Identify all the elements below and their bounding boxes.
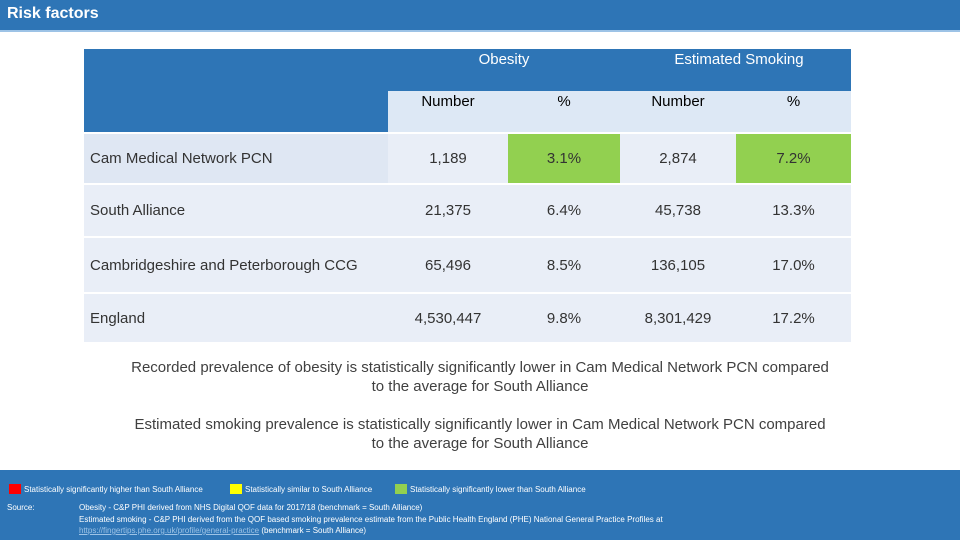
- obesity-number: 1,189: [429, 150, 467, 167]
- row-label: South Alliance: [90, 202, 186, 219]
- smoking-group-header: Estimated Smoking: [674, 51, 804, 68]
- title-bar: Risk factors: [0, 0, 960, 32]
- source-link-line: https://fingertips.phe.org.uk/profile/ge…: [79, 526, 367, 535]
- footer: [0, 470, 960, 540]
- source-smoking: Estimated smoking - C&P PHI derived from…: [79, 515, 663, 524]
- obesity-pct-header: %: [508, 91, 620, 132]
- row-label: Cambridgeshire and Peterborough CCG: [90, 256, 358, 274]
- smoking-pct: 17.2%: [772, 309, 815, 327]
- obesity-group-header: Obesity: [478, 51, 530, 68]
- smoking-pct: 13.3%: [772, 202, 815, 219]
- legend-higher: Statistically significantly higher than …: [9, 484, 203, 494]
- smoking-number: 45,738: [655, 202, 701, 219]
- smoking-number: 8,301,429: [644, 309, 712, 327]
- obesity-number: 65,496: [425, 256, 471, 274]
- source-label: Source:: [7, 503, 35, 512]
- legend-lower: Statistically significantly lower than S…: [395, 484, 586, 494]
- red-swatch: [9, 484, 21, 494]
- table-row: Cam Medical Network PCN 1,189 3.1% 2,874…: [84, 132, 851, 183]
- obesity-number-header: Number: [388, 91, 508, 132]
- obesity-pct: 6.4%: [546, 202, 582, 219]
- risk-factors-table: Obesity Estimated Smoking Number % Numbe…: [84, 49, 851, 342]
- obesity-pct: 9.8%: [546, 309, 582, 327]
- yellow-swatch: [230, 484, 242, 494]
- smoking-number: 136,105: [650, 256, 706, 274]
- table-row: England 4,530,447 9.8% 8,301,429 17.2%: [84, 292, 851, 342]
- row-label: England: [90, 309, 146, 327]
- obesity-pct: 3.1%: [508, 134, 620, 183]
- smoking-pct: 17.0%: [772, 256, 815, 274]
- smoking-number-header: Number: [620, 91, 736, 132]
- obesity-pct: 8.5%: [546, 256, 582, 274]
- legend-similar: Statistically similar to South Alliance: [230, 484, 372, 494]
- table-row: Cambridgeshire and Peterborough CCG 65,4…: [84, 236, 851, 292]
- obesity-note: Recorded prevalence of obesity is statis…: [131, 359, 829, 395]
- smoking-number: 2,874: [659, 150, 697, 167]
- green-swatch: [395, 484, 407, 494]
- source-obesity: Obesity - C&P PHI derived from NHS Digit…: [79, 503, 423, 512]
- row-label: Cam Medical Network PCN: [84, 134, 388, 183]
- page-title: Risk factors: [7, 5, 99, 22]
- smoking-pct: 7.2%: [736, 134, 851, 183]
- fingertips-link[interactable]: https://fingertips.phe.org.uk/profile/ge…: [79, 526, 260, 535]
- obesity-number: 21,375: [425, 202, 471, 219]
- smoking-pct-header: %: [736, 91, 851, 132]
- table-row: South Alliance 21,375 6.4% 45,738 13.3%: [84, 183, 851, 236]
- obesity-number: 4,530,447: [414, 309, 482, 327]
- smoking-note: Estimated smoking prevalence is statisti…: [134, 416, 826, 452]
